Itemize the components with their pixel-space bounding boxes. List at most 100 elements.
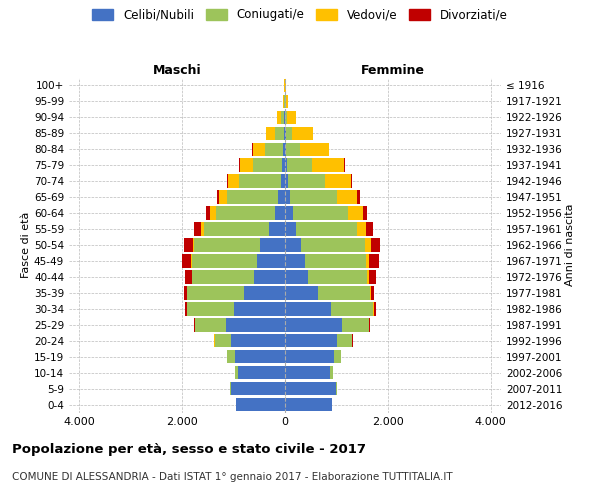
Bar [239, 158, 240, 172]
Text: Femmine: Femmine [361, 64, 425, 78]
Bar [233, 302, 285, 316]
Bar [285, 206, 293, 220]
Text: Maschi: Maschi [152, 64, 202, 78]
Bar [253, 142, 265, 156]
Bar [281, 174, 285, 188]
Bar [206, 206, 211, 220]
Bar [337, 334, 352, 347]
Bar [281, 110, 284, 124]
Bar [285, 286, 319, 300]
Bar [284, 94, 285, 108]
Bar [284, 126, 285, 140]
Bar [278, 190, 285, 204]
Bar [219, 190, 227, 204]
Bar [330, 366, 332, 380]
Bar [366, 222, 373, 236]
Bar [285, 78, 286, 92]
Bar [187, 286, 244, 300]
Bar [301, 238, 365, 252]
Bar [285, 270, 308, 283]
Bar [230, 382, 231, 396]
Bar [287, 158, 312, 172]
Bar [285, 382, 337, 396]
Bar [285, 238, 301, 252]
Bar [231, 382, 285, 396]
Bar [285, 174, 288, 188]
Legend: Celibi/Nubili, Coniugati/e, Vedovi/e, Divorziati/e: Celibi/Nubili, Coniugati/e, Vedovi/e, Di… [92, 8, 508, 22]
Bar [215, 334, 231, 347]
Bar [236, 398, 285, 411]
Bar [275, 126, 284, 140]
Y-axis label: Anni di nascita: Anni di nascita [565, 204, 575, 286]
Bar [285, 398, 332, 411]
Bar [290, 190, 337, 204]
Bar [285, 142, 286, 156]
Bar [285, 334, 337, 347]
Bar [285, 302, 331, 316]
Bar [334, 350, 341, 364]
Bar [292, 126, 313, 140]
Bar [286, 142, 300, 156]
Bar [193, 238, 194, 252]
Bar [325, 174, 351, 188]
Bar [235, 350, 285, 364]
Bar [285, 350, 334, 364]
Bar [254, 270, 285, 283]
Bar [194, 222, 201, 236]
Bar [370, 286, 371, 300]
Bar [253, 158, 282, 172]
Bar [193, 270, 254, 283]
Bar [182, 254, 191, 268]
Bar [367, 270, 369, 283]
Y-axis label: Fasce di età: Fasce di età [21, 212, 31, 278]
Bar [362, 206, 367, 220]
Bar [187, 302, 233, 316]
Bar [285, 318, 341, 332]
Bar [365, 238, 371, 252]
Text: Popolazione per età, sesso e stato civile - 2017: Popolazione per età, sesso e stato civil… [12, 442, 366, 456]
Bar [191, 254, 193, 268]
Bar [227, 174, 229, 188]
Bar [286, 110, 287, 124]
Bar [235, 366, 238, 380]
Bar [217, 190, 219, 204]
Bar [373, 302, 374, 316]
Bar [296, 222, 357, 236]
Bar [369, 318, 370, 332]
Bar [195, 318, 226, 332]
Bar [286, 126, 292, 140]
Bar [319, 286, 370, 300]
Bar [226, 318, 285, 332]
Bar [285, 222, 296, 236]
Bar [300, 142, 329, 156]
Bar [331, 302, 373, 316]
Bar [193, 254, 257, 268]
Bar [240, 158, 253, 172]
Bar [238, 366, 285, 380]
Bar [348, 206, 362, 220]
Bar [266, 126, 275, 140]
Bar [194, 318, 195, 332]
Bar [283, 94, 284, 108]
Bar [257, 254, 285, 268]
Bar [352, 334, 353, 347]
Bar [285, 366, 330, 380]
Bar [305, 254, 366, 268]
Bar [285, 190, 290, 204]
Bar [239, 174, 281, 188]
Bar [211, 206, 215, 220]
Bar [285, 126, 286, 140]
Bar [341, 318, 369, 332]
Bar [244, 286, 285, 300]
Bar [260, 238, 285, 252]
Bar [287, 110, 296, 124]
Bar [371, 286, 374, 300]
Bar [191, 270, 193, 283]
Bar [201, 222, 204, 236]
Bar [337, 190, 357, 204]
Bar [283, 142, 285, 156]
Bar [229, 174, 239, 188]
Bar [357, 190, 359, 204]
Bar [275, 206, 285, 220]
Bar [285, 158, 287, 172]
